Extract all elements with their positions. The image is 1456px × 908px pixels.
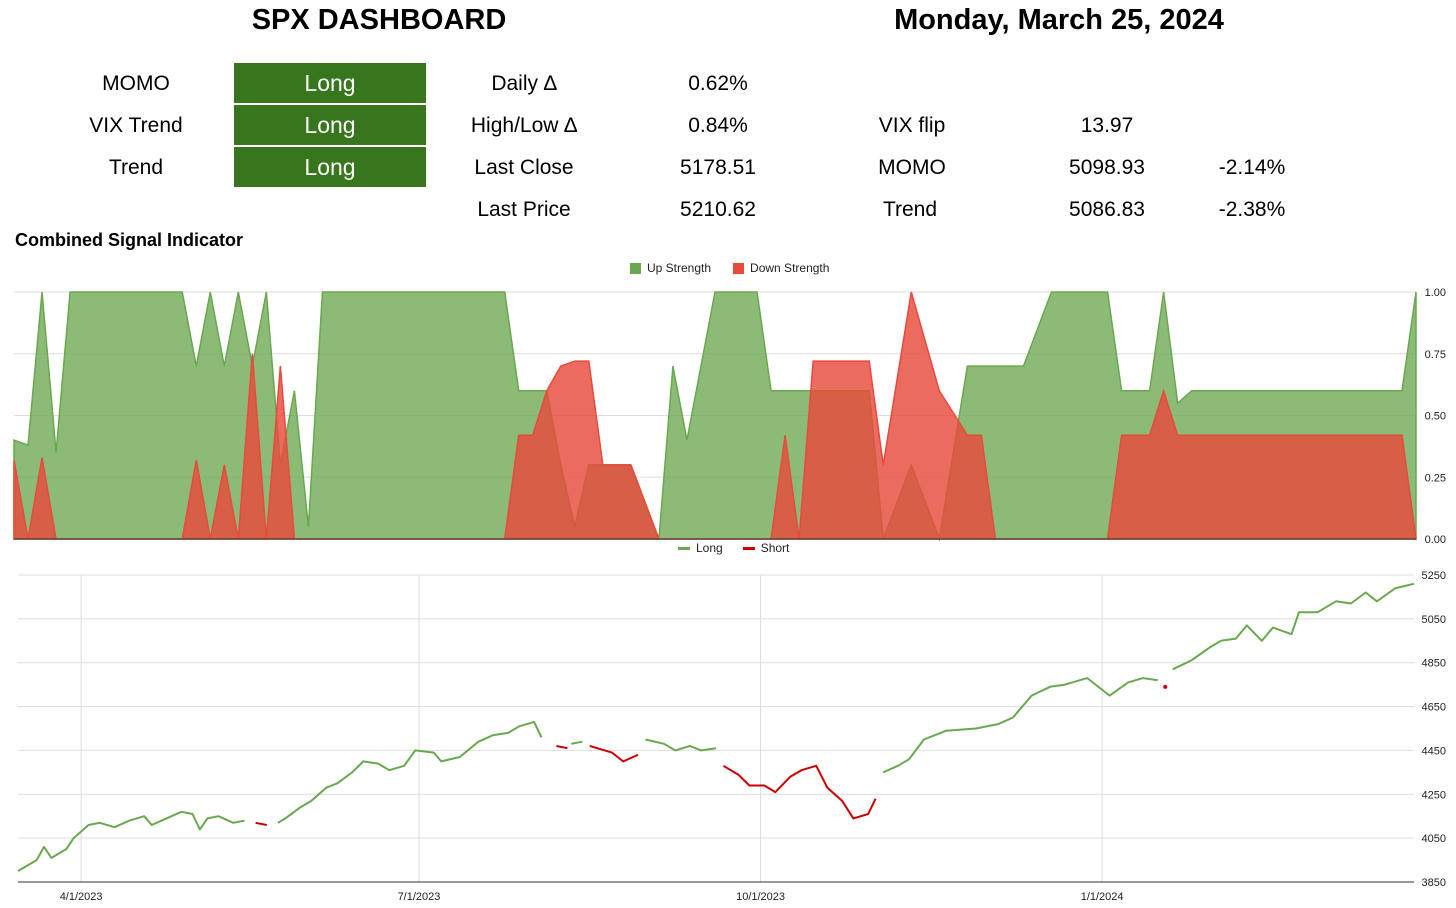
level-label-momo: MOMO — [878, 156, 946, 179]
y-tick-label: 1.00 — [1425, 287, 1446, 299]
y-tick-label: 0.75 — [1425, 349, 1446, 361]
up-strength-area — [13, 291, 1417, 542]
level-label-trend: Trend — [882, 198, 938, 221]
level-value-vix-flip: 13.97 — [1080, 114, 1134, 137]
level-label-vix-flip: VIX flip — [878, 114, 946, 137]
y-tick-label: 0.25 — [1425, 472, 1446, 484]
signal-label-vix-trend: VIX Trend — [89, 114, 183, 137]
price-line-chart: 5250 5050 4850 4650 4450 4250 4050 3850 4/1/2023… — [17, 570, 1446, 903]
short-segment — [556, 745, 568, 750]
legend-label-long: Long — [696, 541, 723, 555]
stat-label-daily-delta: Daily ∆ — [491, 72, 557, 95]
legend-price: Long Short — [678, 541, 789, 555]
dashboard-date: Monday, March 25, 2024 — [894, 4, 1224, 36]
long-segment — [17, 810, 245, 872]
legend-label-down: Down Strength — [750, 261, 830, 275]
y-tick-label: 4650 — [1422, 702, 1446, 714]
stat-value-daily-delta: 0.62% — [688, 72, 748, 95]
y-tick-label: 5250 — [1422, 570, 1446, 582]
legend-label-up: Up Strength — [647, 261, 712, 275]
long-segment — [277, 720, 543, 824]
long-segment — [1172, 582, 1415, 671]
short-segment — [255, 821, 267, 826]
stat-value-last-close: 5178.51 — [680, 156, 756, 179]
legend-line-long — [678, 546, 690, 550]
stat-value-high-low-delta: 0.84% — [688, 114, 748, 137]
x-tick-label: 1/1/2024 — [1081, 891, 1124, 903]
signal-label-momo: MOMO — [102, 72, 170, 95]
signal-badge-momo: Long — [234, 63, 426, 103]
stat-label-last-close: Last Close — [474, 156, 574, 179]
page-title: SPX DASHBOARD — [251, 4, 507, 36]
stat-label-high-low-delta: High/Low ∆ — [470, 114, 578, 137]
legend-label-short: Short — [760, 541, 790, 555]
short-segment — [1163, 684, 1168, 689]
long-segment — [645, 738, 717, 752]
level-value-trend: 5086.83 — [1069, 198, 1145, 221]
y-tick-label: 0.00 — [1425, 534, 1446, 545]
y-tick-label: 3850 — [1422, 877, 1446, 889]
short-segment — [589, 745, 639, 763]
long-segment — [571, 740, 583, 745]
level-value-momo: 5098.93 — [1069, 156, 1145, 179]
chart-title-combined-signal: Combined Signal Indicator — [15, 230, 244, 250]
y-tick-label: 0.50 — [1425, 411, 1446, 423]
stat-label-last-price: Last Price — [477, 198, 571, 221]
legend-signal: Up Strength Down Strength — [630, 261, 829, 275]
level-pct-momo: -2.14% — [1218, 156, 1286, 179]
signal-area-chart: 1.00 0.75 0.50 0.25 0.00 — [13, 287, 1446, 545]
x-tick-label: 7/1/2023 — [398, 891, 441, 903]
legend-swatch-down — [733, 262, 745, 274]
y-tick-label: 4250 — [1422, 789, 1446, 801]
y-tick-label: 4850 — [1422, 658, 1446, 670]
long-segment — [882, 677, 1158, 774]
y-tick-label: 4050 — [1422, 833, 1446, 845]
signal-badge-vix-trend: Long — [234, 105, 426, 145]
short-segment — [722, 764, 877, 820]
x-tick-label: 10/1/2023 — [736, 891, 785, 903]
y-tick-label: 4450 — [1422, 745, 1446, 757]
signal-badge-trend: Long — [234, 147, 426, 187]
y-tick-label: 5050 — [1422, 614, 1446, 626]
signal-label-trend: Trend — [108, 156, 164, 179]
legend-line-short — [742, 546, 755, 550]
legend-swatch-up — [630, 262, 641, 274]
x-tick-label: 4/1/2023 — [60, 891, 103, 903]
level-pct-trend: -2.38% — [1218, 198, 1286, 221]
stat-value-last-price: 5210.62 — [680, 198, 756, 221]
